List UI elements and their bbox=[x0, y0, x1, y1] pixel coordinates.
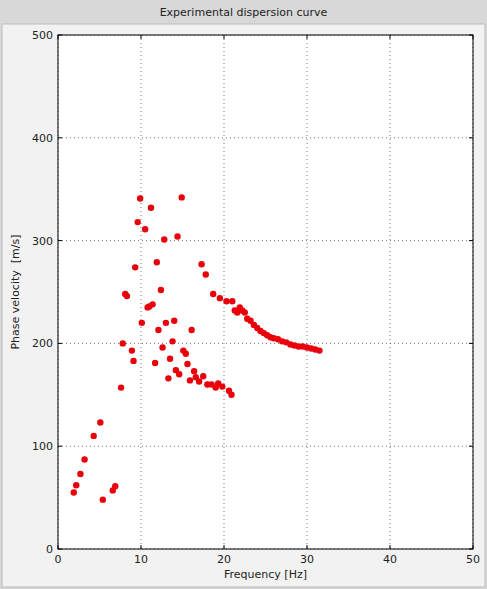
tick-label: 10 bbox=[134, 553, 148, 566]
point bbox=[174, 233, 180, 239]
point bbox=[154, 259, 160, 265]
tick-label: 0 bbox=[55, 553, 62, 566]
point bbox=[118, 384, 124, 390]
point bbox=[171, 318, 177, 324]
tick-label: 300 bbox=[32, 235, 53, 248]
tick bbox=[307, 35, 308, 39]
point bbox=[148, 205, 154, 211]
panel bbox=[2, 24, 485, 587]
grid-line bbox=[307, 35, 308, 549]
tick bbox=[390, 35, 391, 39]
tick bbox=[469, 137, 473, 138]
point bbox=[178, 194, 184, 200]
point bbox=[176, 371, 182, 377]
point bbox=[142, 226, 148, 232]
grid-line bbox=[224, 35, 225, 549]
tick bbox=[469, 240, 473, 241]
point bbox=[137, 195, 143, 201]
point bbox=[155, 327, 161, 333]
point bbox=[183, 350, 189, 356]
point bbox=[169, 338, 175, 344]
point bbox=[81, 456, 87, 462]
tick bbox=[58, 446, 62, 447]
tick bbox=[224, 35, 225, 39]
point bbox=[139, 320, 145, 326]
tick bbox=[58, 137, 62, 138]
point bbox=[100, 496, 106, 502]
point bbox=[242, 309, 248, 315]
point bbox=[130, 358, 136, 364]
point bbox=[158, 287, 164, 293]
chart: Experimental dispersion curve 0 10 20 30 40 50… bbox=[0, 0, 487, 589]
grid-line bbox=[58, 137, 473, 138]
grid-line bbox=[141, 35, 142, 549]
point bbox=[124, 293, 130, 299]
point bbox=[210, 291, 216, 297]
tick bbox=[224, 545, 225, 549]
tick bbox=[58, 240, 62, 241]
tick-label: 40 bbox=[383, 553, 397, 566]
point bbox=[191, 368, 197, 374]
point bbox=[229, 298, 235, 304]
tick-label: 30 bbox=[300, 553, 314, 566]
grid-line bbox=[58, 240, 473, 241]
title: Experimental dispersion curve bbox=[160, 6, 328, 19]
point bbox=[223, 298, 229, 304]
point bbox=[217, 295, 223, 301]
point bbox=[129, 347, 135, 353]
point bbox=[161, 236, 167, 242]
tick-label: 400 bbox=[32, 132, 53, 145]
tick bbox=[58, 343, 62, 344]
point bbox=[165, 375, 171, 381]
grid-line bbox=[58, 446, 473, 447]
point bbox=[163, 320, 169, 326]
point bbox=[159, 344, 165, 350]
tick-label: 50 bbox=[466, 553, 480, 566]
point bbox=[198, 261, 204, 267]
tick bbox=[141, 545, 142, 549]
point bbox=[187, 377, 193, 383]
plot-area bbox=[58, 35, 473, 549]
point bbox=[200, 373, 206, 379]
tick bbox=[390, 545, 391, 549]
x-label: Frequency [Hz] bbox=[224, 568, 307, 581]
tick bbox=[141, 35, 142, 39]
tick-label: 100 bbox=[32, 440, 53, 453]
point bbox=[228, 392, 234, 398]
tick-label: 200 bbox=[32, 337, 53, 350]
point bbox=[184, 361, 190, 367]
points bbox=[71, 194, 323, 503]
point bbox=[120, 340, 126, 346]
point bbox=[152, 360, 158, 366]
point bbox=[203, 271, 209, 277]
point bbox=[149, 301, 155, 307]
tick bbox=[469, 343, 473, 344]
grid-line bbox=[390, 35, 391, 549]
point bbox=[90, 433, 96, 439]
point bbox=[77, 471, 83, 477]
y-label: Phase velocity [m/s] bbox=[9, 234, 22, 349]
tick bbox=[307, 545, 308, 549]
frame bbox=[58, 35, 473, 549]
point bbox=[132, 264, 138, 270]
tick-label: 500 bbox=[32, 29, 53, 42]
point bbox=[167, 356, 173, 362]
tick-label: 20 bbox=[217, 553, 231, 566]
point bbox=[97, 419, 103, 425]
point bbox=[219, 383, 225, 389]
point bbox=[196, 378, 202, 384]
tick bbox=[469, 446, 473, 447]
point bbox=[316, 347, 322, 353]
point bbox=[73, 482, 79, 488]
point bbox=[188, 327, 194, 333]
point bbox=[112, 483, 118, 489]
point bbox=[134, 219, 140, 225]
tick-label: 0 bbox=[46, 543, 53, 556]
point bbox=[71, 489, 77, 495]
